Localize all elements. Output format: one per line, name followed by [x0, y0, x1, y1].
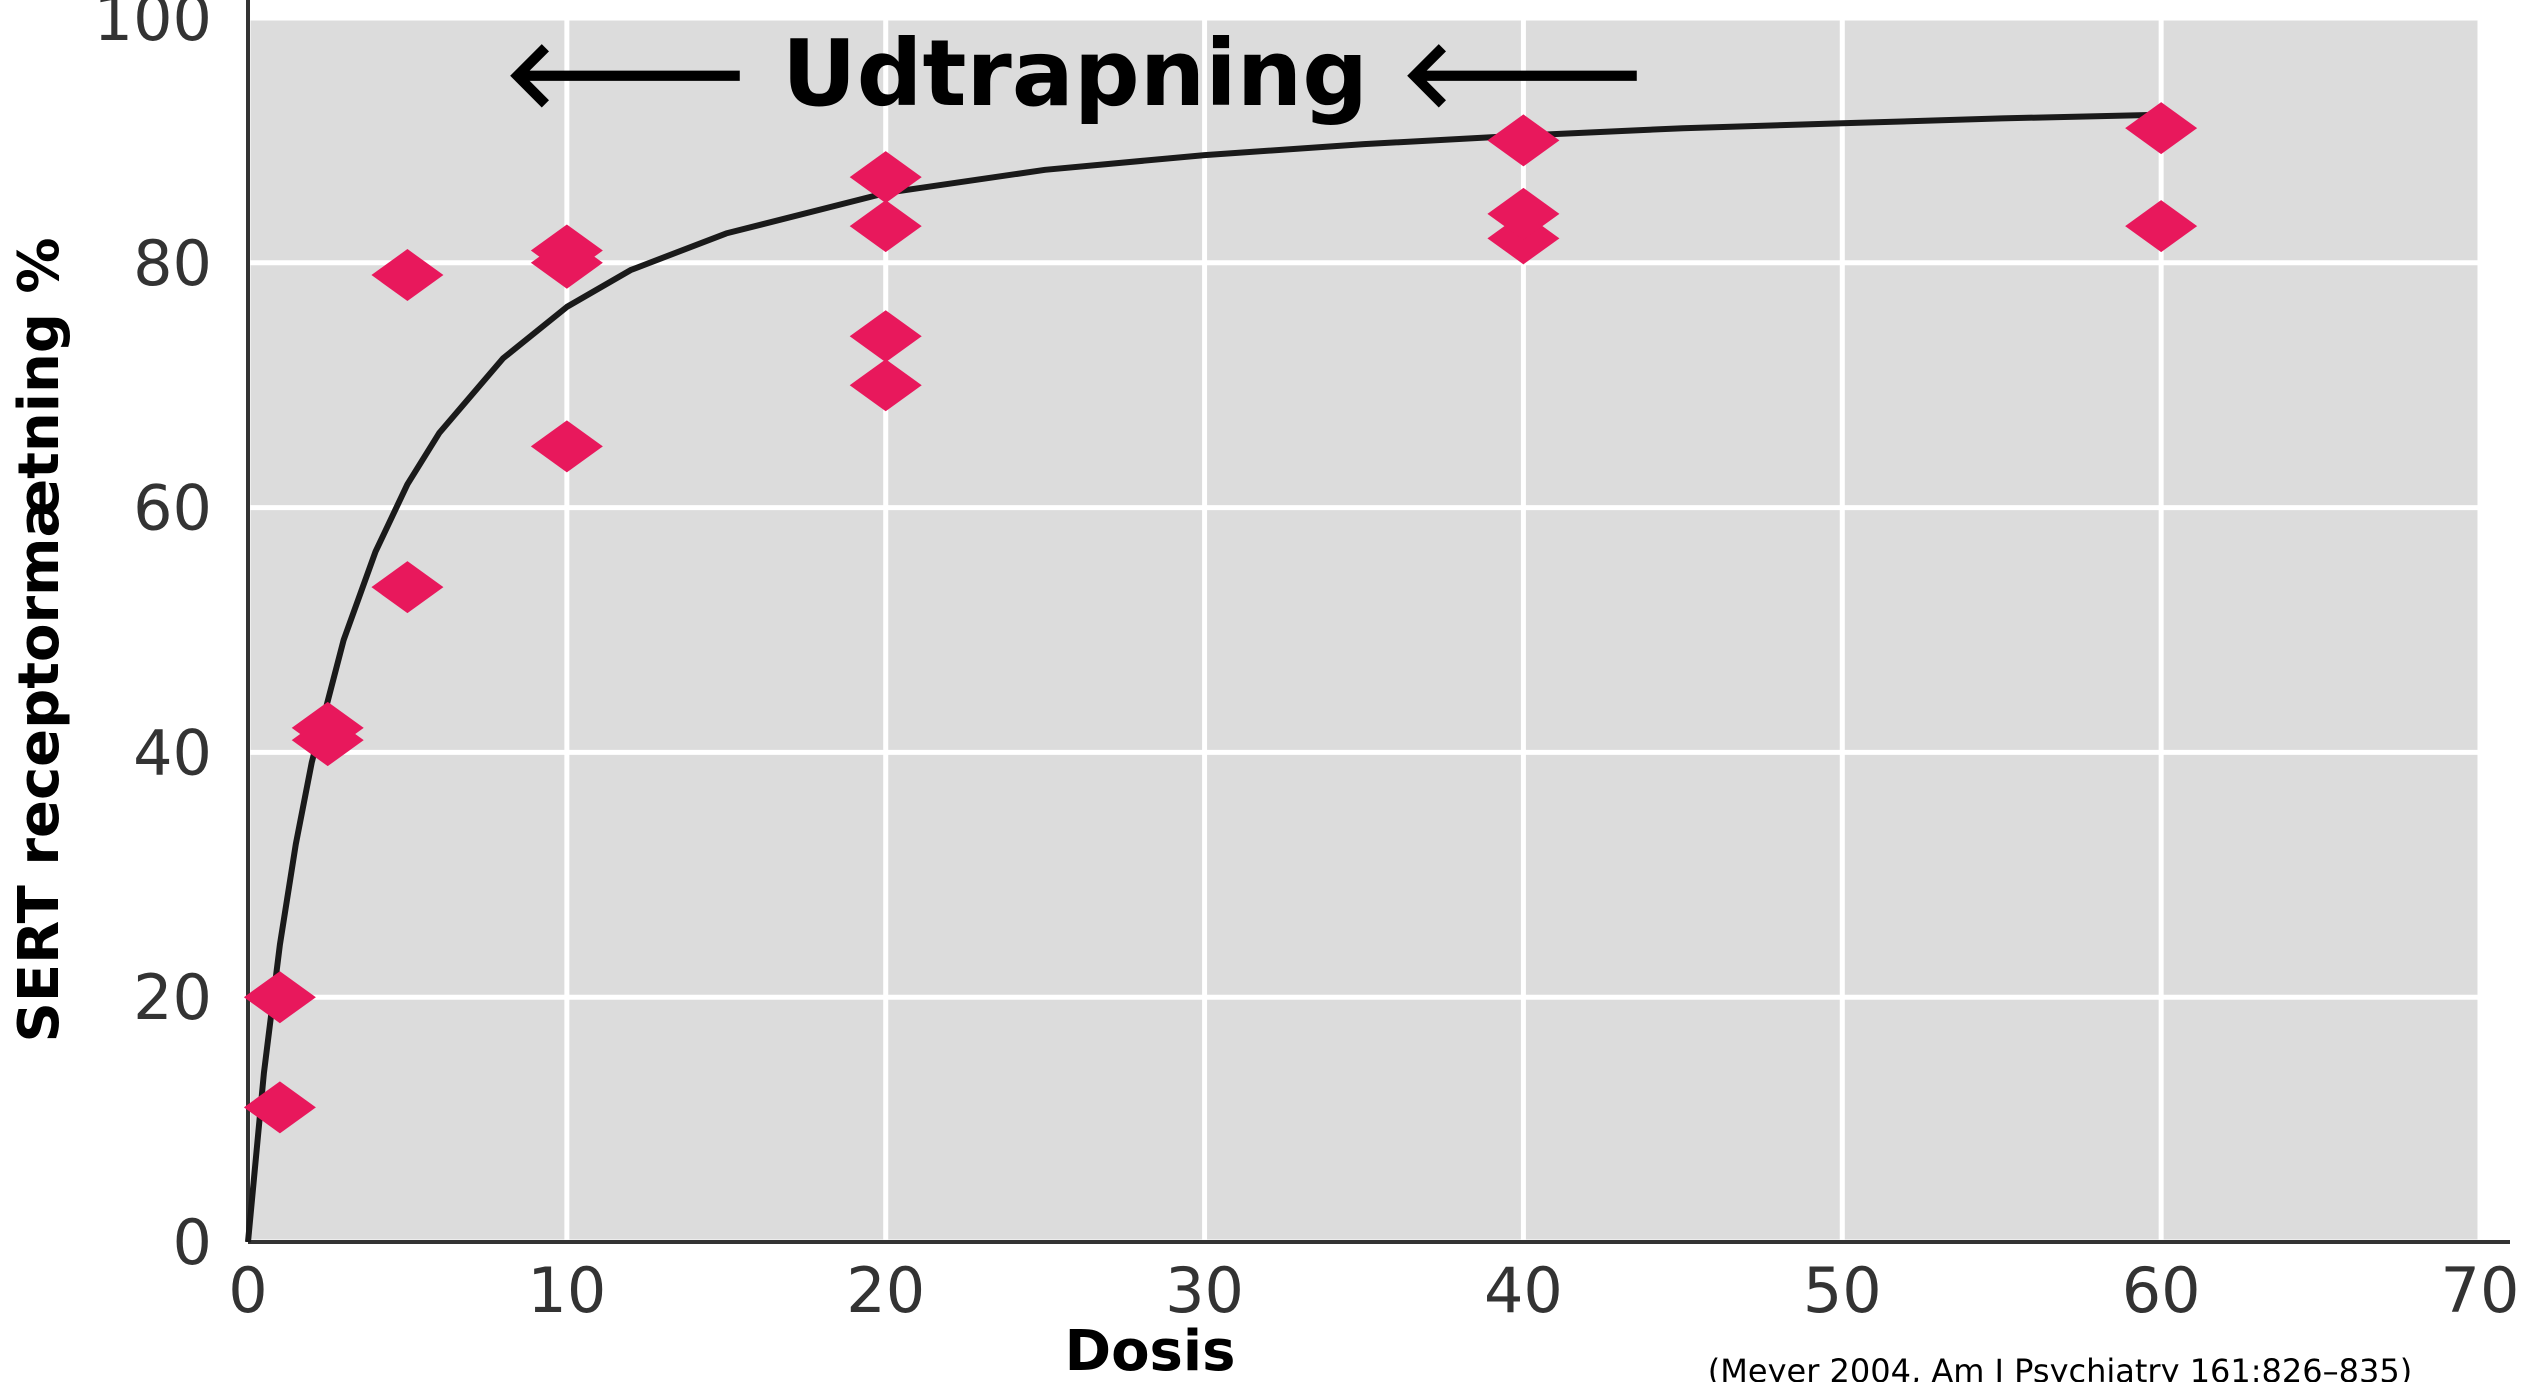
y-tick-labels: 0 20 40 60 80 100	[94, 0, 212, 1279]
x-tick-label: 60	[2122, 1254, 2201, 1327]
grid-lines	[245, 15, 2510, 1245]
y-tick-label: 40	[133, 716, 212, 789]
x-axis-title: Dosis	[1065, 1319, 1236, 1382]
data-point	[849, 200, 922, 253]
data-point	[371, 561, 444, 614]
data-points	[243, 102, 2198, 1134]
x-tick-label: 50	[1803, 1254, 1882, 1327]
data-point	[530, 224, 603, 277]
data-point	[849, 310, 922, 363]
data-point	[371, 249, 444, 302]
y-tick-label: 20	[133, 961, 212, 1034]
annotation-text: 🡐 Udtrapning 🡐	[503, 20, 1647, 127]
x-tick-label: 10	[527, 1254, 606, 1327]
y-tick-label: 80	[133, 227, 212, 300]
plot-background	[248, 18, 2480, 1242]
data-point	[291, 701, 364, 754]
y-tick-label: 100	[94, 0, 212, 55]
fit-curve	[245, 111, 2162, 1243]
data-point	[243, 971, 316, 1024]
data-point	[1487, 114, 1560, 167]
data-point	[530, 420, 603, 473]
x-tick-label: 70	[2441, 1254, 2520, 1327]
data-point	[1487, 187, 1560, 240]
y-tick-label: 0	[173, 1206, 212, 1279]
data-point	[849, 151, 922, 204]
x-tick-label: 20	[846, 1254, 925, 1327]
x-tick-label: 40	[1484, 1254, 1563, 1327]
axes	[246, 0, 2510, 1244]
citation-text: (Meyer 2004, Am J Psychiatry 161:826–835…	[1708, 1352, 2412, 1382]
data-point	[849, 359, 922, 412]
y-axis-title: SERT receptormætning %	[7, 237, 72, 1042]
x-tick-labels: 0 10 20 30 40 50 60 70	[228, 1254, 2519, 1327]
y-tick-label: 60	[133, 472, 212, 545]
data-point	[2125, 200, 2198, 253]
data-point	[243, 1081, 316, 1134]
data-point	[2125, 102, 2198, 155]
x-tick-label: 0	[228, 1254, 267, 1327]
x-tick-label: 30	[1165, 1254, 1244, 1327]
